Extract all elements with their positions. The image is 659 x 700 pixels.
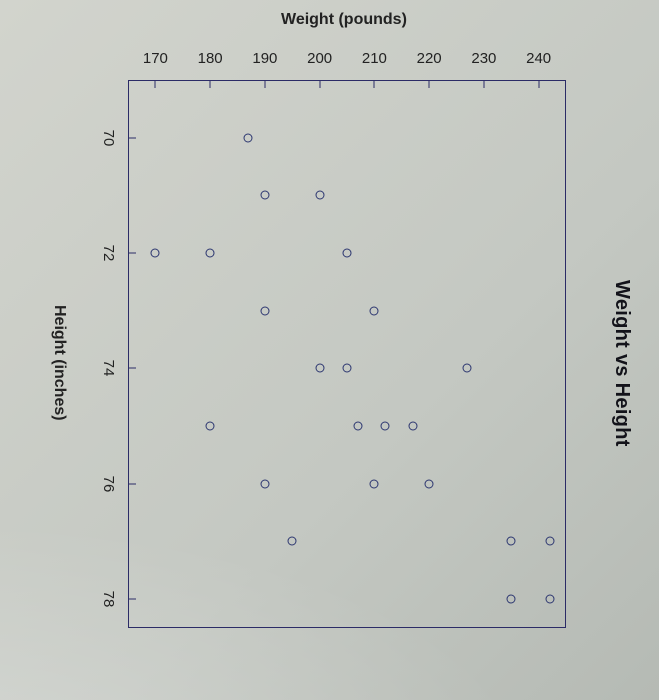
data-point — [545, 595, 554, 604]
y-tick-label: 70 — [100, 129, 117, 146]
x-tick-label: 220 — [417, 50, 442, 67]
y-tick-label: 78 — [100, 591, 117, 608]
y-tick — [128, 253, 136, 254]
data-point — [315, 364, 324, 373]
x-tick-label: 230 — [471, 50, 496, 67]
x-tick — [155, 80, 156, 88]
data-point — [381, 422, 390, 431]
x-axis-title: Weight (pounds) — [281, 11, 407, 29]
data-point — [206, 422, 215, 431]
data-point — [260, 479, 269, 488]
data-point — [343, 364, 352, 373]
plot-border-bottom — [128, 627, 566, 628]
y-tick-label: 76 — [100, 475, 117, 492]
x-tick — [319, 80, 320, 88]
chart-container: Weight (pounds) Height (inches) Weight v… — [0, 0, 659, 700]
data-point — [507, 595, 516, 604]
data-point — [370, 306, 379, 315]
y-axis-title: Height (inches) — [50, 305, 68, 421]
x-tick-label: 180 — [198, 50, 223, 67]
data-point — [343, 249, 352, 258]
x-tick — [483, 80, 484, 88]
data-point — [463, 364, 472, 373]
data-point — [151, 249, 160, 258]
y-tick-label: 72 — [100, 245, 117, 262]
x-tick — [374, 80, 375, 88]
y-tick — [128, 599, 136, 600]
data-point — [507, 537, 516, 546]
y-tick — [128, 368, 136, 369]
data-point — [260, 306, 269, 315]
x-tick — [538, 80, 539, 88]
chart-title: Weight vs Height — [610, 280, 633, 447]
y-tick — [128, 137, 136, 138]
x-tick — [210, 80, 211, 88]
plot-border-left — [128, 80, 129, 628]
data-point — [206, 249, 215, 258]
data-point — [545, 537, 554, 546]
x-tick — [264, 80, 265, 88]
data-point — [370, 479, 379, 488]
data-point — [425, 479, 434, 488]
x-tick-label: 190 — [252, 50, 277, 67]
data-point — [315, 191, 324, 200]
x-tick-label: 240 — [526, 50, 551, 67]
plot-border-right — [565, 80, 566, 628]
plot-area — [128, 80, 566, 628]
plot-border-top — [128, 80, 566, 81]
x-tick — [429, 80, 430, 88]
data-point — [288, 537, 297, 546]
data-point — [260, 191, 269, 200]
data-point — [244, 133, 253, 142]
x-tick-label: 200 — [307, 50, 332, 67]
y-tick — [128, 483, 136, 484]
data-point — [353, 422, 362, 431]
x-tick-label: 170 — [143, 50, 168, 67]
y-tick-label: 74 — [100, 360, 117, 377]
x-tick-label: 210 — [362, 50, 387, 67]
data-point — [408, 422, 417, 431]
